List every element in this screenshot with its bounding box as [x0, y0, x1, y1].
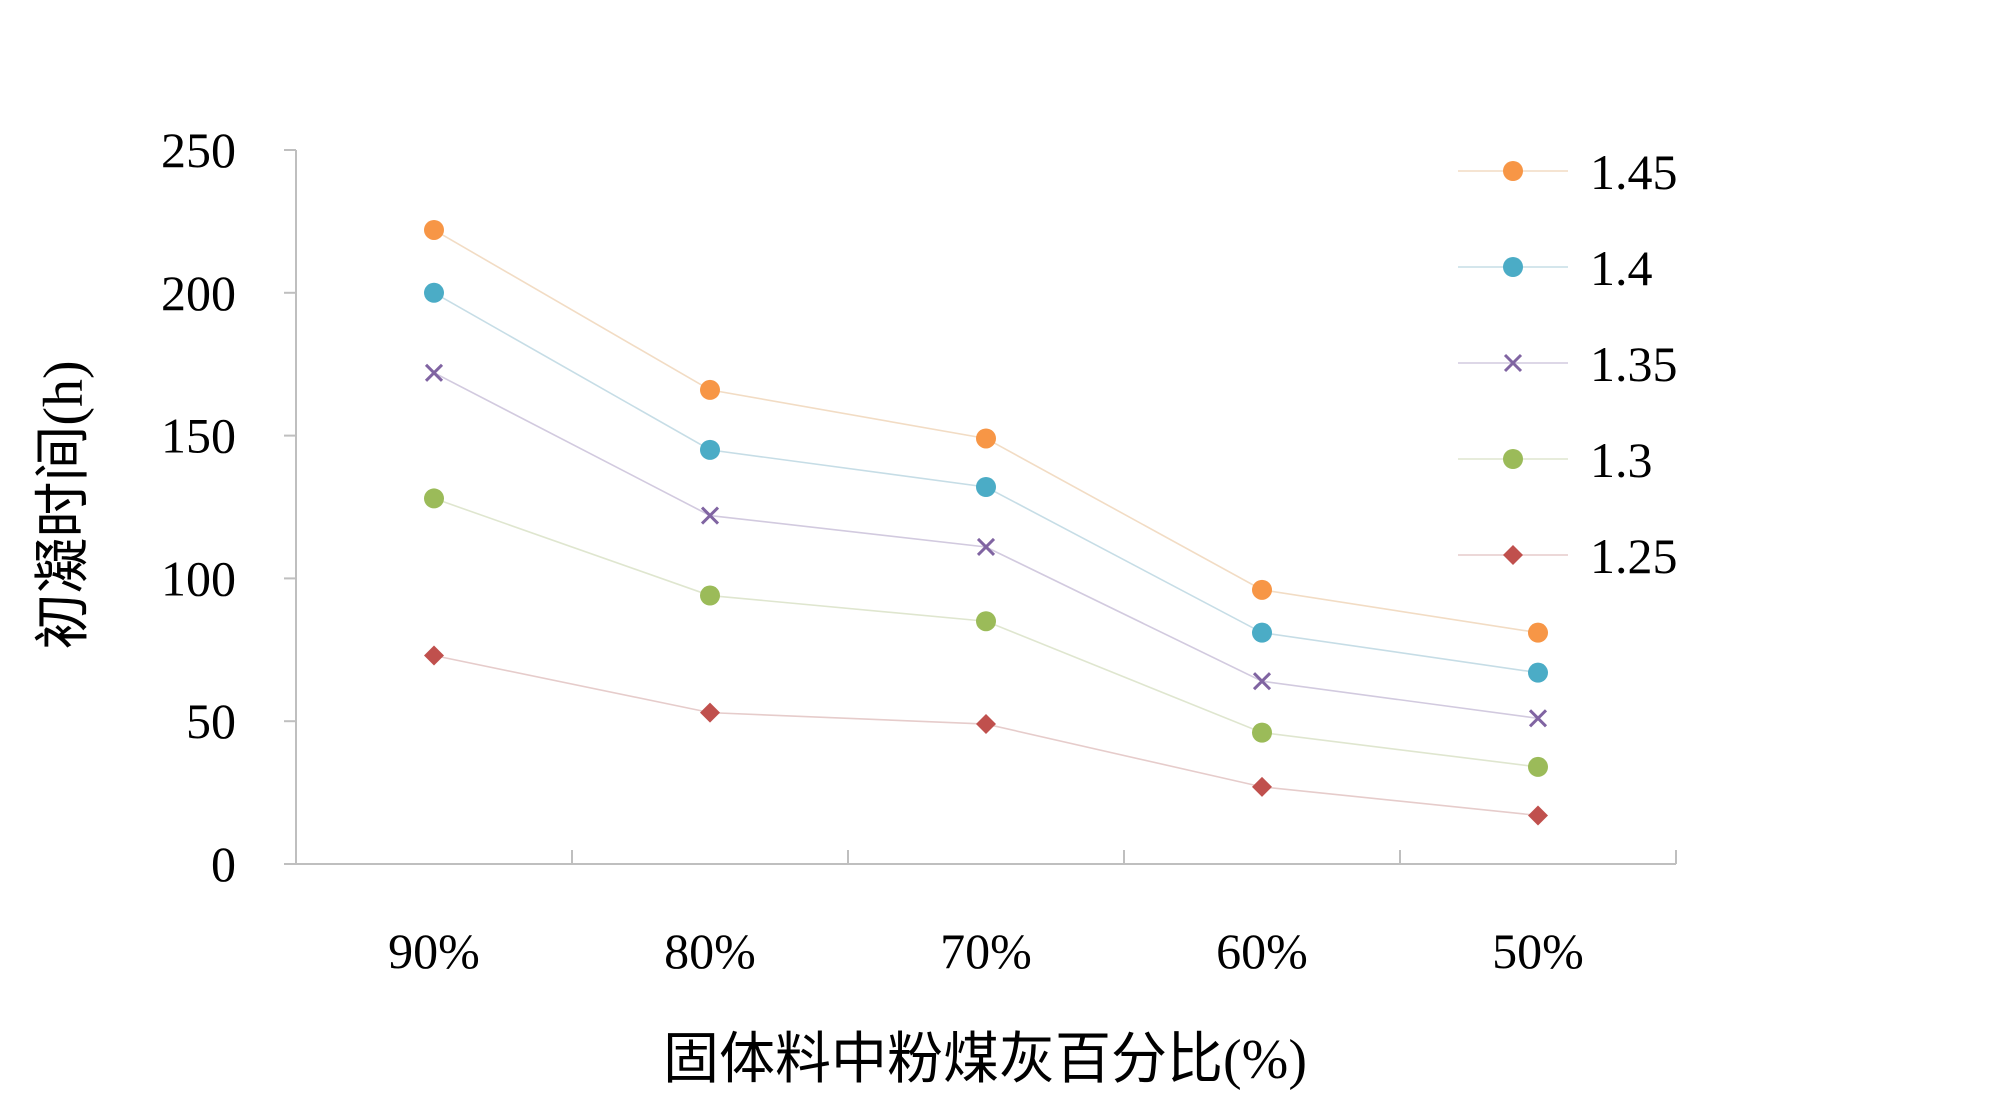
data-point-1.35-3-stroke-b	[1252, 672, 1272, 691]
x-tick-label: 60%	[1216, 923, 1308, 979]
legend-marker-1.35	[1503, 353, 1523, 373]
y-axis-title: 初凝时间(h)	[33, 360, 95, 649]
data-point-1.4-3	[1252, 622, 1272, 643]
x-tick-label: 50%	[1492, 923, 1584, 979]
data-point-1.25-2	[976, 714, 996, 735]
data-point-1.45-4	[1528, 622, 1548, 643]
data-point-1.35-4	[1528, 709, 1548, 728]
legend-marker-1.25	[1503, 545, 1523, 565]
data-point-1.3-0	[424, 488, 444, 509]
y-tick-label: 200	[161, 265, 236, 321]
data-point-1.25-0	[424, 645, 444, 666]
x-axis-title: 固体料中粉煤灰百分比(%)	[663, 1029, 1307, 1091]
x-tick-label: 70%	[940, 923, 1032, 979]
data-point-1.35-1-stroke-b	[700, 506, 720, 525]
y-tick-label: 50	[186, 693, 236, 749]
data-point-1.3-1	[700, 585, 720, 606]
y-tick-label: 250	[161, 122, 236, 178]
data-point-1.3-3	[1252, 722, 1272, 743]
data-point-1.25-1	[700, 702, 720, 723]
axes	[284, 149, 1677, 865]
data-point-1.45-1	[700, 379, 720, 400]
legend-marker-1.35-stroke-b	[1503, 353, 1523, 373]
data-point-1.35-0-stroke-b	[424, 363, 444, 382]
data-point-1.4-1	[700, 439, 720, 460]
data-point-1.25-4	[1528, 805, 1548, 826]
legend-marker-1.3	[1503, 449, 1523, 469]
data-point-1.45-2	[976, 428, 996, 449]
y-tick-label: 150	[161, 408, 236, 464]
legend: 1.45 1.4 1.35 1.3 1.25	[1458, 144, 1678, 584]
x-tick-label: 90%	[388, 923, 480, 979]
y-tick-label: 100	[161, 550, 236, 606]
data-point-1.25-3	[1252, 776, 1272, 797]
legend-marker-1.45	[1503, 161, 1523, 181]
series-markers	[424, 219, 1548, 826]
data-point-1.35-2-stroke-b	[976, 537, 996, 557]
data-point-1.45-3	[1252, 579, 1272, 600]
legend-label-1.25: 1.25	[1590, 528, 1678, 584]
data-point-1.35-3	[1252, 672, 1272, 691]
x-tick-label: 80%	[664, 923, 756, 979]
legend-label-1.3: 1.3	[1590, 432, 1653, 488]
tick-labels: 0 50 100 150 200 250 90% 80% 70% 60% 50%	[161, 122, 1584, 979]
y-tick-label: 0	[211, 836, 236, 892]
legend-marker-1.4	[1503, 257, 1523, 277]
series-line-1.25	[433, 654, 1539, 817]
data-point-1.4-4	[1528, 662, 1548, 683]
legend-label-1.4: 1.4	[1590, 240, 1653, 296]
legend-label-1.45: 1.45	[1590, 144, 1678, 200]
data-point-1.35-1	[700, 506, 720, 525]
data-point-1.35-2	[976, 537, 996, 557]
legend-label-1.35: 1.35	[1590, 336, 1678, 392]
data-point-1.3-2	[976, 611, 996, 632]
data-point-1.45-0	[424, 219, 444, 240]
data-point-1.3-4	[1528, 756, 1548, 777]
data-point-1.35-4-stroke-b	[1528, 709, 1548, 728]
data-point-1.35-0	[424, 363, 444, 382]
data-point-1.4-0	[424, 282, 444, 303]
data-point-1.4-2	[976, 477, 996, 498]
